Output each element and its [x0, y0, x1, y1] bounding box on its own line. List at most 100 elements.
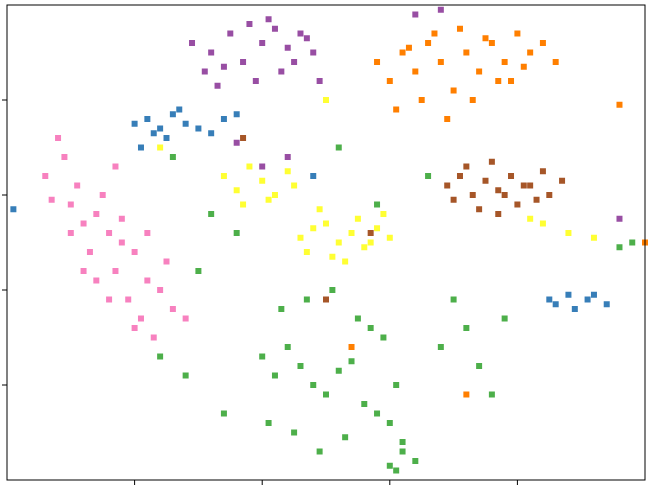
point [571, 306, 578, 312]
point [131, 249, 138, 255]
point [488, 40, 495, 46]
point [163, 258, 170, 265]
point [259, 177, 266, 184]
point [476, 206, 483, 213]
point [169, 306, 176, 312]
point [259, 40, 266, 46]
point [450, 196, 457, 203]
point [169, 111, 176, 118]
point [297, 234, 304, 241]
point [527, 49, 534, 56]
point [201, 68, 208, 75]
point [329, 253, 336, 260]
point [495, 187, 502, 194]
point [539, 40, 546, 46]
point [233, 111, 240, 118]
point [246, 163, 253, 170]
point [616, 215, 623, 222]
plot-frame [6, 4, 646, 481]
point [99, 192, 106, 198]
point [367, 325, 374, 331]
point [208, 130, 215, 137]
point [55, 135, 62, 141]
point [514, 30, 521, 37]
point [405, 44, 412, 51]
point [463, 49, 470, 56]
point [220, 63, 227, 70]
point [335, 239, 342, 246]
point [67, 230, 74, 236]
point [450, 87, 457, 94]
point [271, 192, 278, 198]
point [501, 315, 508, 322]
point [546, 192, 553, 198]
point [527, 182, 534, 189]
point [157, 287, 164, 293]
point [265, 420, 272, 426]
point [469, 97, 476, 103]
point [495, 78, 502, 84]
point [240, 59, 247, 65]
point [508, 78, 515, 84]
point [233, 187, 240, 194]
point [559, 177, 566, 184]
point [463, 163, 470, 170]
point [463, 391, 470, 398]
point [176, 106, 183, 113]
point [157, 125, 164, 132]
point [284, 44, 291, 51]
point [182, 372, 189, 379]
point [399, 49, 406, 56]
point [284, 168, 291, 175]
point [112, 163, 119, 170]
point [80, 268, 87, 274]
point [539, 168, 546, 175]
point [361, 244, 368, 251]
point [520, 182, 527, 189]
point [265, 16, 272, 23]
point [157, 353, 164, 360]
point [233, 139, 240, 146]
point [118, 239, 125, 246]
point [144, 116, 151, 122]
point [246, 21, 253, 27]
point [80, 220, 87, 227]
point [393, 467, 400, 474]
point [399, 448, 406, 455]
point [425, 173, 432, 179]
point [412, 68, 419, 75]
point [303, 249, 310, 255]
point [208, 211, 215, 217]
point [86, 249, 93, 255]
point [380, 211, 387, 217]
point [412, 11, 419, 18]
point [374, 225, 381, 232]
point [163, 135, 170, 141]
point [278, 306, 285, 312]
point [284, 154, 291, 160]
point [131, 325, 138, 331]
point [93, 277, 100, 284]
point [214, 82, 221, 89]
point [189, 40, 196, 46]
point [565, 291, 572, 298]
point [450, 296, 457, 303]
point [616, 101, 623, 108]
point [386, 420, 393, 426]
point [476, 68, 483, 75]
point [297, 30, 304, 37]
point [476, 363, 483, 369]
point [444, 182, 451, 189]
point [590, 234, 597, 241]
point [425, 40, 432, 46]
point [271, 372, 278, 379]
point [456, 25, 463, 32]
point [208, 49, 215, 56]
point [393, 106, 400, 113]
point [271, 25, 278, 32]
point [182, 315, 189, 322]
point [386, 462, 393, 469]
point [367, 239, 374, 246]
point [291, 59, 298, 65]
point [456, 173, 463, 179]
